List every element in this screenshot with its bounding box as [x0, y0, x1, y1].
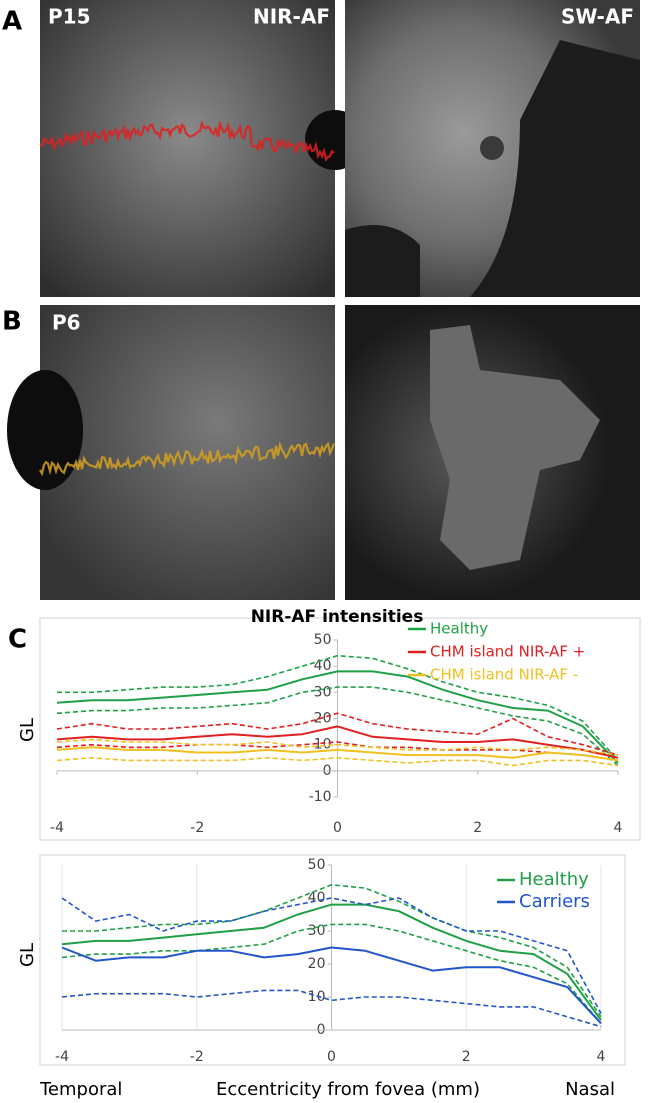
x-tick-label: 0	[333, 820, 342, 836]
legend-label: CHM island NIR-AF -	[430, 666, 578, 684]
series-line	[61, 946, 602, 1025]
y-tick-label: 40	[314, 658, 332, 674]
intensity-trace	[39, 440, 336, 477]
range-line	[61, 897, 602, 1014]
y-tick-label: 50	[314, 632, 332, 648]
y-tick-label: 20	[308, 956, 326, 972]
x-axis-label: Eccentricity from fovea (mm)	[216, 1079, 480, 1100]
x-tick-label: 2	[462, 1049, 471, 1065]
preserved-island	[430, 325, 600, 570]
x-tick-label: 4	[597, 1049, 606, 1065]
x-tick-label: 0	[327, 1049, 336, 1065]
range-line	[56, 756, 619, 767]
y-tick-label: 50	[308, 857, 326, 873]
range-line	[56, 712, 619, 756]
y-axis-label: GL	[17, 718, 38, 742]
range-line	[61, 989, 602, 1028]
x-tick-label: -4	[50, 820, 64, 836]
y-tick-label: 10	[308, 989, 326, 1005]
y-tick-label: 10	[314, 737, 332, 753]
patient-label: P15	[48, 5, 91, 29]
chart-frame	[39, 617, 641, 841]
nir-af-image	[40, 0, 335, 297]
x-tick-label: 2	[473, 820, 482, 836]
legend-label: Healthy	[519, 869, 589, 890]
panel-label: B	[2, 307, 22, 337]
y-tick-label: -10	[309, 789, 332, 805]
y-tick-label: 40	[308, 890, 326, 906]
chart-frame	[39, 854, 626, 1066]
chart-title: NIR-AF intensities	[251, 607, 424, 627]
x-tick-label: -2	[190, 820, 204, 836]
y-tick-label: 30	[308, 923, 326, 939]
series-line	[56, 725, 619, 759]
modality-label: NIR-AF	[253, 5, 330, 29]
x-tick-label: 4	[614, 820, 623, 836]
range-line	[57, 654, 619, 761]
annotation: Nasal	[565, 1079, 615, 1100]
optic-disc	[7, 370, 83, 490]
modality-label: SW-AF	[561, 5, 634, 29]
y-tick-label: 30	[314, 684, 332, 700]
range-line	[56, 738, 619, 756]
series-line	[56, 670, 619, 764]
legend-label: CHM island NIR-AF +	[430, 643, 585, 661]
range-line	[56, 741, 619, 762]
intensity-trace	[39, 119, 335, 163]
legend-label: Carriers	[519, 891, 590, 912]
panel-label: A	[2, 7, 22, 37]
legend-label: Healthy	[430, 620, 488, 638]
x-tick-label: -4	[55, 1049, 69, 1065]
series-line	[61, 903, 602, 1021]
range-line	[56, 686, 619, 767]
series-line	[56, 746, 619, 762]
x-tick-label: -2	[190, 1049, 204, 1065]
panel-label: C	[8, 625, 27, 655]
patient-label: P6	[52, 311, 81, 335]
range-line	[61, 923, 602, 1024]
atrophy-region	[345, 40, 640, 297]
annotation: Temporal	[39, 1079, 122, 1100]
y-axis-label: GL	[17, 943, 38, 967]
fovea	[480, 136, 504, 160]
